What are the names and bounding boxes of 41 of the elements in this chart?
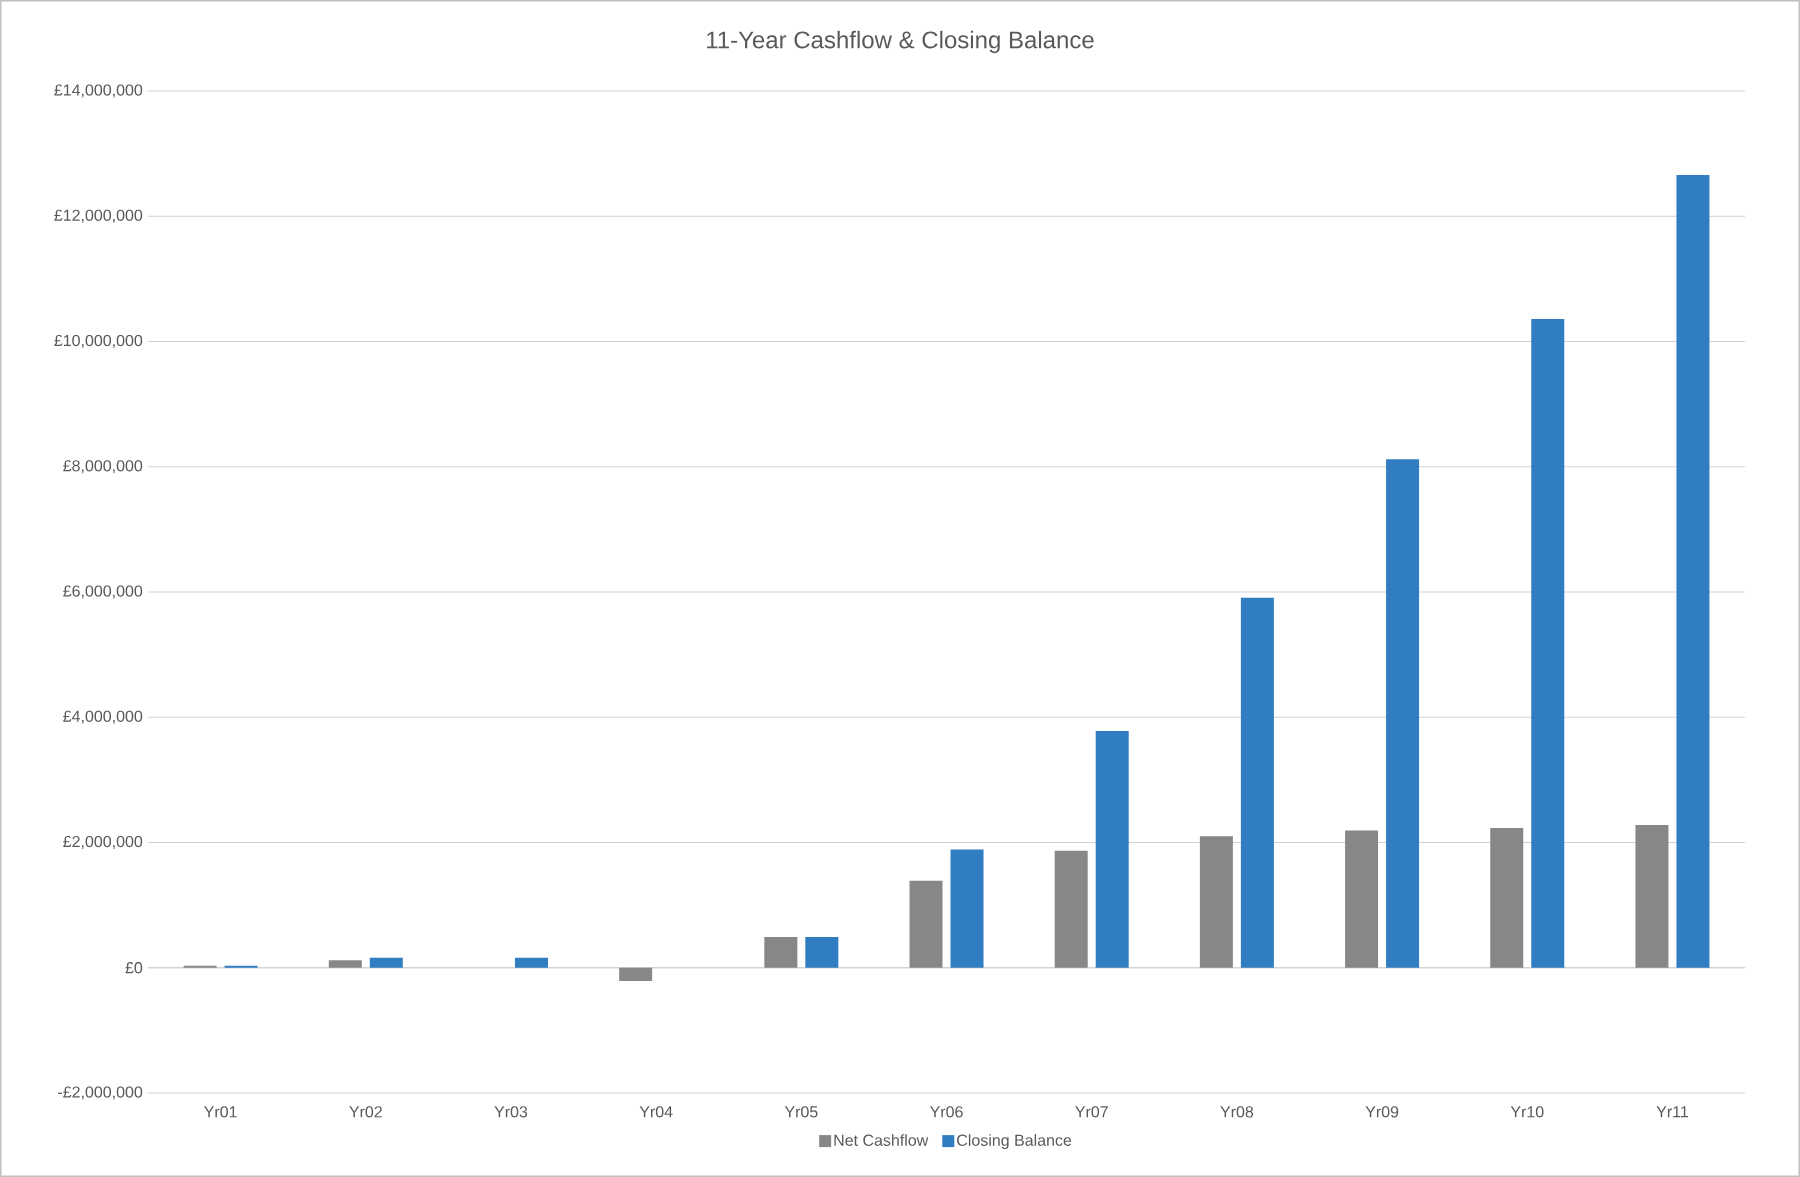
chart-title: 11-Year Cashflow & Closing Balance (707, 30, 1094, 54)
y-tick-label: £4,000,000 (63, 710, 143, 724)
x-tick-label: Yr09 (1365, 1106, 1399, 1118)
legend-label: Closing Balance (957, 1134, 1072, 1150)
bar (1490, 828, 1524, 968)
bar (1199, 836, 1233, 968)
x-tick-label: Yr06 (929, 1106, 963, 1118)
bar (764, 937, 798, 968)
y-tick-label: £2,000,000 (63, 835, 143, 850)
legend-label: Net Cashflow (834, 1134, 929, 1146)
x-tick-label: Yr03 (494, 1106, 528, 1118)
bar (1386, 459, 1420, 968)
x-tick-label: Yr04 (639, 1106, 673, 1118)
bar (1676, 174, 1710, 968)
y-tick-label: £0 (125, 962, 143, 974)
x-tick-label: Yr07 (1075, 1106, 1108, 1118)
y-tick-label: £14,000,000 (54, 84, 143, 98)
bar (1095, 731, 1129, 968)
bar (369, 957, 403, 968)
x-tick-label: Yr10 (1510, 1106, 1544, 1118)
bar (805, 937, 839, 968)
x-tick-label: Yr01 (204, 1106, 237, 1118)
bar (909, 880, 943, 968)
y-tick-label: £10,000,000 (54, 334, 143, 349)
bar (950, 849, 984, 968)
bar (1345, 830, 1379, 968)
x-tick-label: Yr11 (1656, 1106, 1688, 1118)
y-tick-label: £12,000,000 (54, 209, 143, 223)
y-tick-label: £6,000,000 (63, 585, 143, 599)
bar (1531, 318, 1565, 968)
bar (619, 967, 653, 981)
bar (1635, 824, 1669, 968)
bar (514, 957, 548, 968)
x-tick-label: Yr05 (784, 1106, 818, 1118)
bar (328, 960, 362, 968)
x-tick-label: Yr02 (349, 1106, 382, 1118)
bar (1054, 850, 1088, 968)
y-tick-label: £8,000,000 (63, 460, 143, 474)
bar (1240, 597, 1274, 968)
x-tick-label: Yr08 (1220, 1106, 1254, 1118)
y-tick-label: -£2,000,000 (58, 1086, 143, 1100)
